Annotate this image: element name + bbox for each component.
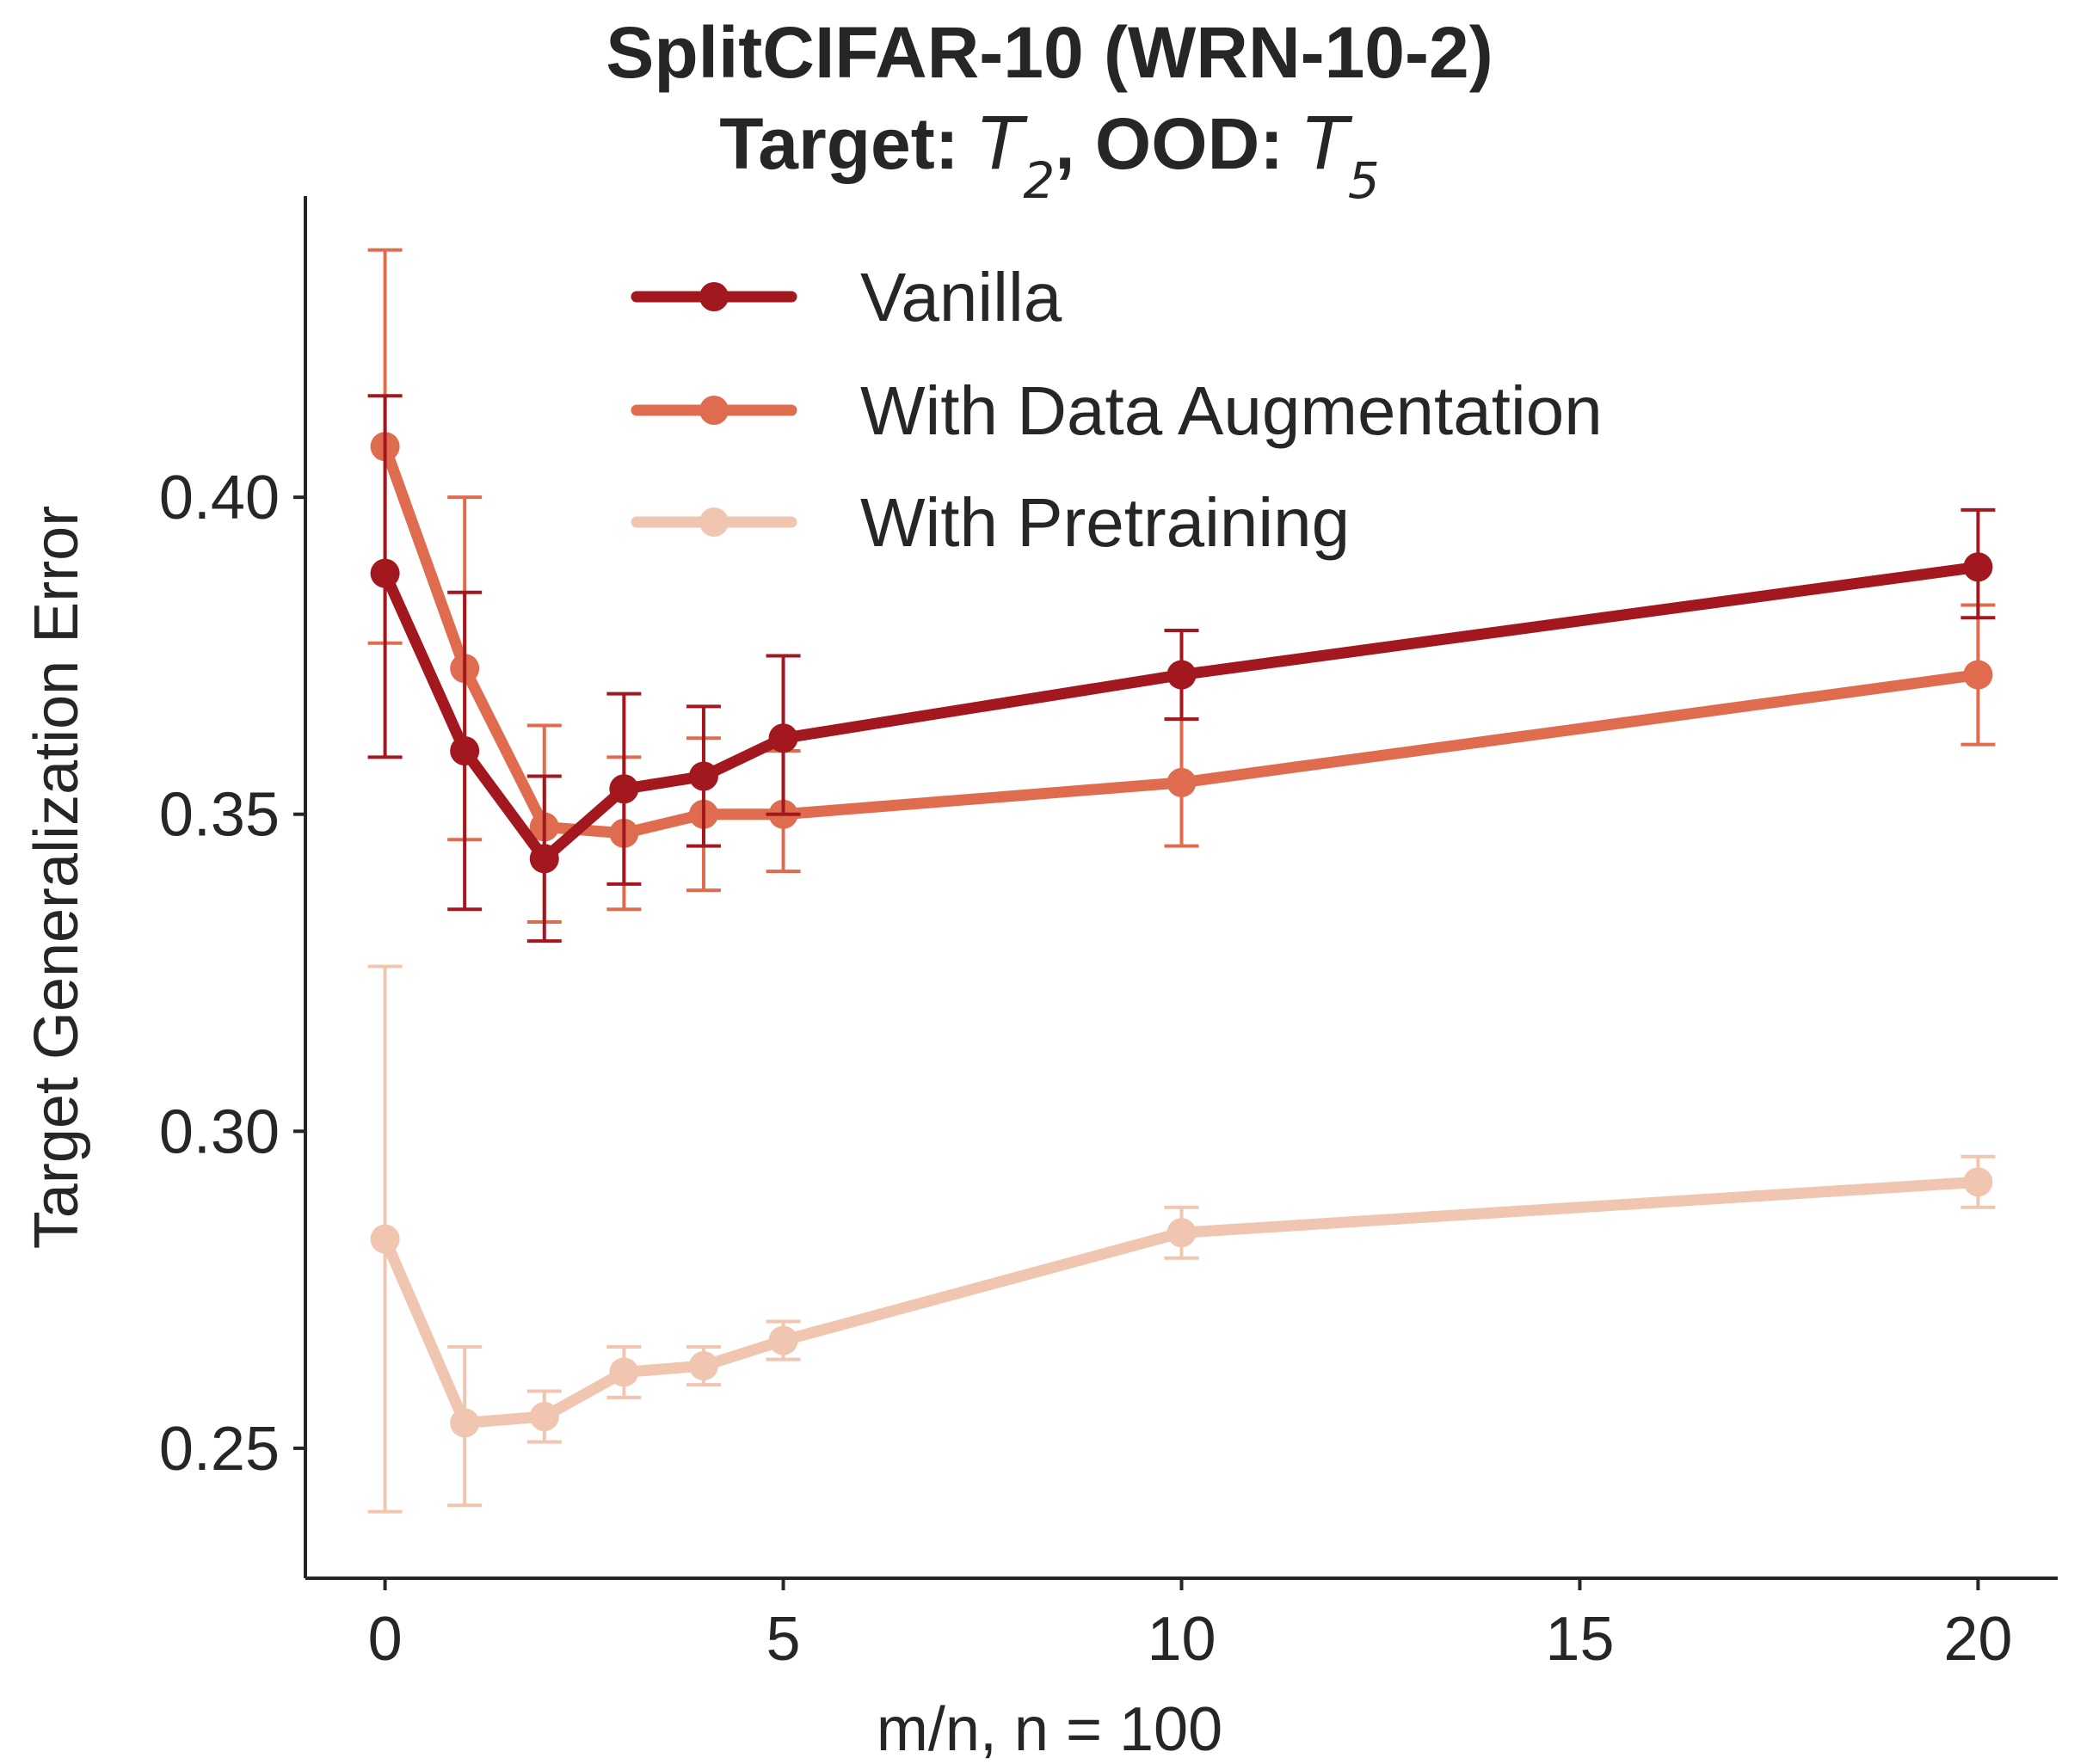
data-point <box>688 761 718 791</box>
data-point <box>688 1351 718 1381</box>
data-point <box>450 736 480 766</box>
data-point <box>370 1224 400 1254</box>
data-point <box>1963 552 1993 582</box>
data-point <box>1166 767 1197 797</box>
data-point <box>1166 660 1197 690</box>
data-point <box>768 723 798 753</box>
legend-marker <box>699 282 729 311</box>
legend-label: With Data Augmentation <box>860 372 1603 449</box>
y-tick-label: 0.30 <box>159 1097 280 1166</box>
data-point <box>609 1357 639 1387</box>
data-point <box>768 1325 798 1355</box>
data-point <box>1963 1167 1993 1197</box>
x-axis-label: m/n, n = 100 <box>877 1695 1222 1764</box>
data-point <box>609 774 639 804</box>
series-line <box>379 440 1984 839</box>
y-tick-label: 0.40 <box>159 464 280 532</box>
legend-item-with-pretraining: With Pretraining <box>631 484 1350 561</box>
legend: Vanilla With Data Augmentation With Pretra… <box>631 259 1603 561</box>
chart-title: SplitCIFAR-10 (WRN-10-2) Target: T2, OOD… <box>606 12 1493 210</box>
title-target-subscript: 2 <box>1023 151 1055 210</box>
title-ood-prefix: , OOD: <box>1055 103 1303 184</box>
series-line <box>379 561 1984 864</box>
y-axis: 0.25 0.30 0.35 0.40 <box>159 196 307 1578</box>
data-point <box>1963 660 1993 690</box>
series-vanilla <box>367 394 1996 943</box>
title-target-symbol: T <box>979 101 1028 186</box>
series-with-pretraining <box>367 964 1996 1514</box>
legend-marker <box>699 507 729 537</box>
y-axis-label: Target Generalization Error <box>22 506 91 1249</box>
data-point <box>450 1408 480 1438</box>
data-point <box>529 844 559 874</box>
y-tick-label: 0.35 <box>159 781 280 850</box>
x-tick-label: 20 <box>1943 1605 2012 1674</box>
title-ood-symbol: T <box>1304 101 1353 186</box>
x-tick-label: 15 <box>1545 1605 1614 1674</box>
legend-label: With Pretraining <box>860 484 1350 561</box>
x-tick-label: 10 <box>1147 1605 1216 1674</box>
data-point <box>370 558 400 588</box>
title-target-prefix: Target: <box>719 103 979 184</box>
data-point <box>1166 1218 1197 1248</box>
title-line-1: SplitCIFAR-10 (WRN-10-2) <box>606 12 1493 93</box>
plot-area <box>367 248 1996 1514</box>
x-axis: 0 5 10 15 20 <box>305 1577 2058 1674</box>
x-tick-label: 0 <box>368 1605 403 1674</box>
title-line-2: Target: T2, OOD: T5 <box>719 101 1380 210</box>
legend-item-with-data-augmentation: With Data Augmentation <box>631 372 1603 449</box>
data-point <box>529 1402 559 1432</box>
x-tick-label: 5 <box>766 1605 801 1674</box>
legend-item-vanilla: Vanilla <box>631 259 1062 335</box>
legend-label: Vanilla <box>860 259 1062 335</box>
y-tick-label: 0.25 <box>159 1415 280 1484</box>
title-ood-subscript: 5 <box>1348 151 1380 210</box>
legend-marker <box>699 396 729 425</box>
series-with-data-augmentation <box>367 248 1996 925</box>
